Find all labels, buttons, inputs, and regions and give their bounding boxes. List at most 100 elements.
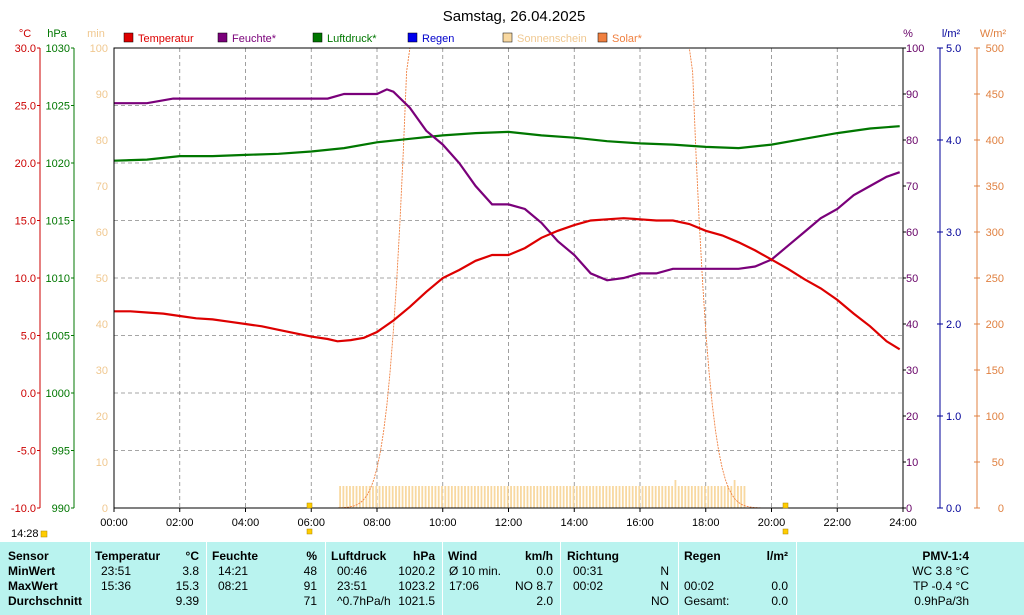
sunshine-bar (694, 486, 697, 508)
sunshine-bar (612, 486, 614, 508)
stat-press_val: 1023.2 (398, 579, 435, 593)
humidity-tick-label: 60 (906, 227, 918, 239)
sunshine-bar (641, 486, 644, 508)
axis-unit-solar: W/m² (980, 28, 1007, 40)
sunshine-bar (618, 486, 621, 508)
sunshine-bar (510, 486, 512, 508)
sunshine-bar (552, 486, 555, 508)
sunshine-bar (579, 486, 581, 508)
sunshine-bar (441, 486, 443, 508)
axis-ticks: 30.025.020.015.010.05.00.0-5.0-10.010301… (11, 43, 1004, 515)
sunshine-bar (408, 486, 411, 508)
stat-temp_val: 9.39 (175, 594, 199, 608)
axis-unit-rain: l/m² (942, 28, 961, 40)
sunshine-bar (539, 486, 542, 508)
x-tick-label: 20:00 (758, 517, 786, 529)
sunshine-bar (700, 486, 703, 508)
sunshine-bar (345, 486, 348, 508)
sunshine-bar (427, 486, 430, 508)
x-tick-label: 04:00 (232, 517, 260, 529)
stat-dir_val: NO (651, 594, 669, 608)
sunshine-tick-label: 90 (96, 89, 108, 101)
header-humidity-unit: % (306, 549, 317, 563)
sunrise-marker (306, 502, 313, 509)
x-axis-labels: 00:00 02:00 04:00 06:00 08:00 10:00 12:00 14:00… (100, 517, 917, 529)
sunshine-bar (592, 486, 595, 508)
sunshine-bar (605, 486, 608, 508)
legend-label: Regen (422, 33, 454, 45)
legend: Temperatur Feuchte* Luftdruck* Regen Sonnens… (123, 32, 643, 45)
sunshine-bar (421, 486, 424, 508)
sunshine-bar (621, 486, 624, 508)
sunshine-bar (595, 486, 598, 508)
legend-swatch (597, 32, 608, 43)
sunshine-bar (339, 486, 341, 508)
chart-title: Samstag, 26.04.2025 (443, 8, 586, 25)
header-rain: Regen (684, 549, 721, 563)
temp-tick-label: 30.0 (15, 43, 36, 55)
sunshine-bar (648, 486, 651, 508)
sunshine-bar (470, 486, 473, 508)
sunshine-bar (740, 486, 743, 508)
stat-press_time: 23:51 (337, 579, 368, 593)
sunshine-bar (375, 486, 378, 508)
header-temperature: Temperatur (95, 549, 161, 563)
header-pressure: Luftdruck (331, 549, 387, 563)
sunshine-bar (342, 486, 345, 508)
sunshine-bar (602, 486, 604, 508)
sunshine-bar (684, 486, 687, 508)
legend-label: Sonnenschein (517, 33, 587, 45)
sunshine-bar (457, 486, 460, 508)
stat-pmv: 0.9hPa/3h (914, 594, 969, 608)
sunshine-bar (720, 486, 723, 508)
sunshine-bar (411, 486, 414, 508)
sunshine-bar (658, 486, 660, 508)
humidity-tick-label: 30 (906, 365, 918, 377)
legend-label: Feuchte* (232, 33, 277, 45)
rain-tick-label: 4.0 (946, 135, 961, 147)
stat-wind_val: NO 8.7 (514, 579, 553, 593)
sunshine-bar (572, 486, 575, 508)
sunshine-bar (368, 486, 371, 508)
sunshine-bar (381, 486, 384, 508)
humidity-tick-label: 0 (906, 503, 912, 515)
stat-press_time: ^0.7hPa/h (337, 594, 391, 608)
sunshine-bar (598, 486, 601, 508)
humidity-series-line (114, 88, 901, 282)
sunshine-bar (477, 486, 480, 508)
legend-swatch (502, 32, 513, 43)
stat-dir_val: N (660, 579, 669, 593)
pressure-tick-label: 990 (52, 503, 70, 515)
pressure-tick-label: 1005 (46, 331, 70, 343)
sunshine-bar (575, 486, 578, 508)
stat-hum_time: 14:21 (218, 564, 249, 578)
sunshine-bar (582, 486, 585, 508)
sunshine-bar (654, 486, 657, 508)
sunshine-bar (391, 486, 394, 508)
header-humidity: Feuchte (212, 549, 259, 563)
humidity-tick-label: 50 (906, 273, 918, 285)
sunshine-bar (736, 486, 739, 508)
stat-rain_val: 0.0 (771, 594, 788, 608)
sunshine-bar (723, 486, 726, 508)
axis-unit-sunshine: min (87, 28, 105, 40)
marker-time: 14:28 (11, 528, 39, 540)
sunshine-bar (513, 486, 516, 508)
sunshine-bar (717, 486, 720, 508)
x-tick-label: 06:00 (297, 517, 325, 529)
sunset-marker (782, 502, 789, 509)
solar-tick-label: 100 (986, 411, 1004, 423)
stat-temp_time: 15:36 (101, 579, 132, 593)
sunshine-tick-label: 70 (96, 181, 108, 193)
sunshine-bar (523, 486, 526, 508)
sunshine-bar (536, 486, 539, 508)
legend-label: Solar* (612, 33, 643, 45)
rain-tick-label: 2.0 (946, 319, 961, 331)
stat-hum_val: 48 (303, 564, 317, 578)
temp-tick-label: 15.0 (15, 216, 36, 228)
sunshine-bar (543, 486, 545, 508)
sunshine-bar (546, 486, 549, 508)
humidity-tick-label: 70 (906, 181, 918, 193)
header-pressure-unit: hPa (412, 549, 435, 563)
sunshine-bar (667, 486, 670, 508)
